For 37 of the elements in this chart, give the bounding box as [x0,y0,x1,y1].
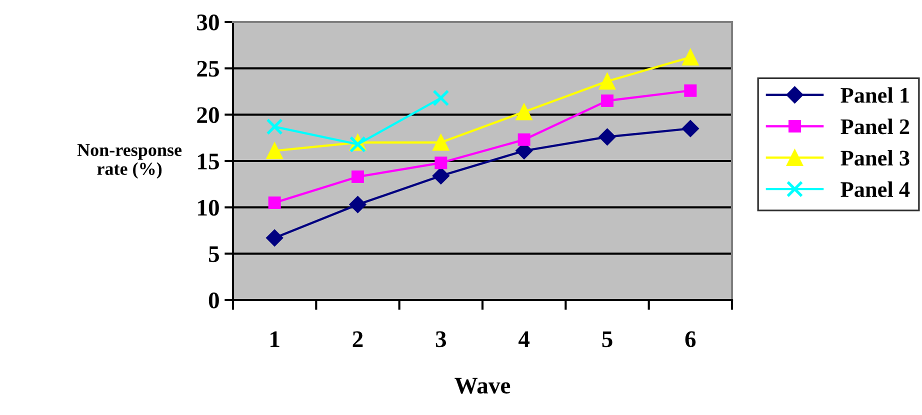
point [266,118,283,136]
point [266,229,284,246]
x-tick-label: 1 [270,331,280,347]
x-axis-title: Wave [454,378,510,394]
y-tick-label: 20 [197,107,219,124]
point [598,128,616,146]
point [682,120,699,138]
point [518,133,530,146]
x-tick-label: 6 [685,331,696,348]
y-tick-label: 15 [198,154,219,170]
legend-label: Panel 1 [840,87,909,103]
point [266,142,283,160]
legend-label: Panel 2 [840,118,910,134]
y-tick-label: 25 [197,60,219,77]
y-tick-label: 10 [198,200,219,216]
point [268,196,281,209]
point [434,156,448,170]
point [684,84,697,97]
legend-label: Panel 3 [840,150,910,166]
point [598,72,616,90]
x-tick-label: 5 [602,331,612,348]
y-tick-label: 30 [197,14,219,30]
point [601,94,614,108]
point [432,90,450,106]
y-tick-label: 5 [208,246,219,262]
point [352,170,364,184]
point [432,134,450,151]
point [516,104,532,120]
legend-label: Panel 4 [840,181,910,198]
y-axis-title: Non-response rate (%) [77,144,182,179]
x-tick-label: 3 [436,331,446,348]
x-tick-label: 4 [518,331,530,347]
point [682,48,699,66]
point [349,196,366,214]
point [432,167,450,184]
y-tick-label: 0 [208,292,219,308]
x-tick-label: 2 [352,331,363,347]
